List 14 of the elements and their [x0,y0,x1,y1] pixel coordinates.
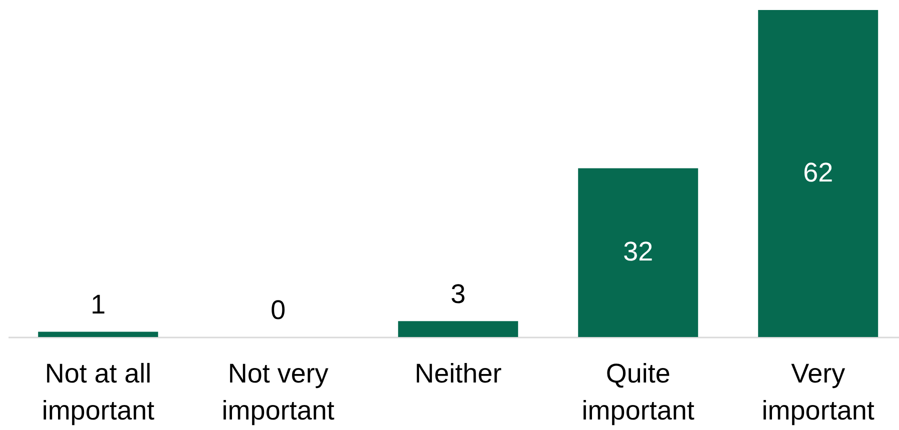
x-tick-label: Very important [762,358,875,426]
x-tick-label: Not at all important [42,358,155,426]
bar [758,10,878,337]
data-label: 62 [803,158,834,188]
x-tick-label: Neither [414,358,502,388]
x-tick-label: Quite important [582,358,695,426]
data-label: 3 [450,279,466,310]
bar [398,321,518,337]
data-label: 0 [270,295,286,325]
data-label: 32 [623,236,654,267]
data-label: 1 [90,290,106,320]
bar [38,332,158,337]
x-tick-label: Not very important [222,358,335,426]
bar [578,168,698,337]
